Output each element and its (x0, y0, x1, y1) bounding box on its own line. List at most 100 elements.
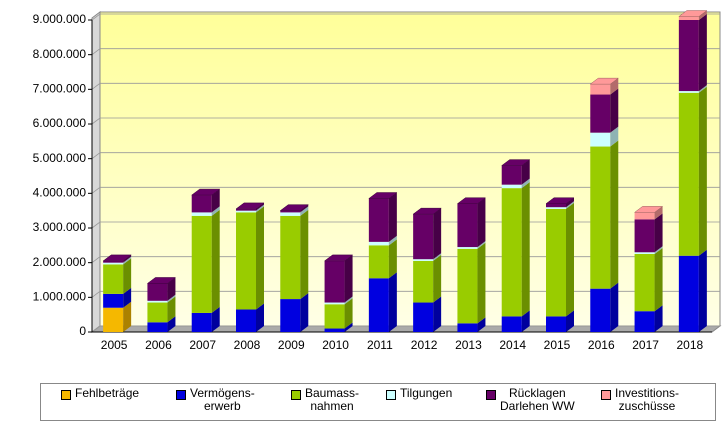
bar-segment (236, 303, 264, 332)
bar-face (634, 212, 655, 220)
bar-segment (678, 86, 707, 256)
bar-segment (236, 206, 264, 310)
bar-face (300, 293, 309, 332)
bar-face (698, 85, 707, 93)
legend-item: Rücklagen Darlehen WW (486, 387, 575, 413)
bar-face (634, 252, 655, 254)
bar-segment (546, 202, 574, 317)
bar-segment (368, 192, 397, 242)
bar-face (368, 198, 389, 242)
bar-face (368, 241, 389, 246)
x-tick-label: 2014 (499, 338, 526, 352)
y-tick-label: 5.000.000 (33, 151, 87, 165)
bar-face (501, 188, 522, 317)
bar-segment (280, 204, 309, 213)
bar-face (634, 254, 655, 312)
bar-segment (280, 209, 309, 300)
y-tick-label: 0 (79, 324, 86, 338)
x-tick-label: 2018 (677, 338, 704, 352)
bar-segment (236, 204, 264, 213)
bar-face (457, 247, 478, 249)
grid-line (91, 117, 720, 125)
bar-face (678, 255, 699, 332)
x-tick-label: 2005 (101, 338, 128, 352)
bar-face (698, 14, 707, 92)
bar-face (211, 306, 220, 332)
bar-face (344, 254, 353, 303)
bar-face (590, 94, 611, 133)
bar-face (236, 212, 256, 310)
bar-face (256, 204, 264, 213)
bar-top (102, 254, 132, 262)
bar-segment (236, 202, 264, 211)
x-tick-label: 2011 (367, 338, 393, 352)
bar-face (546, 208, 566, 317)
bar-face (654, 248, 663, 312)
bar-face (590, 84, 611, 95)
bar-face (477, 242, 486, 324)
bar-face (256, 202, 264, 211)
bar-segment (590, 282, 619, 332)
bar-face (123, 287, 132, 308)
bar-top (146, 277, 177, 284)
floor (90, 325, 722, 333)
x-tick-label: 2013 (455, 338, 482, 352)
bar-top (500, 159, 531, 166)
bar-face (147, 322, 168, 332)
bar-face (280, 215, 301, 300)
bar-face (344, 322, 353, 332)
legend-label: Vermögens- erwerb (190, 386, 255, 413)
bar-face (324, 304, 345, 329)
bar-segment (280, 293, 309, 332)
bar-face (610, 140, 619, 289)
bar-face (433, 254, 442, 303)
bar-segment (634, 305, 663, 332)
side-wall (91, 11, 101, 333)
bar-face (678, 16, 699, 20)
bar-face (191, 215, 212, 313)
bar-segment (324, 322, 353, 332)
x-tick-label: 2008 (234, 338, 261, 352)
bar-face (654, 206, 663, 220)
bar-face (103, 264, 124, 294)
bar-segment (501, 178, 530, 189)
bar-segment (634, 206, 663, 220)
y-tick-label: 9.000.000 (33, 12, 87, 26)
x-tick-label: 2010 (322, 338, 349, 352)
bar-face (388, 235, 397, 246)
grid-line (91, 152, 720, 159)
bar-face (501, 316, 522, 332)
bar-face (167, 277, 176, 301)
bar-segment (634, 248, 663, 312)
bar-segment (678, 10, 707, 20)
bar-face (368, 278, 389, 332)
bar-segment (191, 189, 220, 213)
bar-segment (457, 317, 486, 332)
bar-face (698, 10, 707, 20)
bar-face (698, 249, 707, 332)
bar-face (147, 302, 168, 323)
y-tick-label: 1.000.000 (33, 290, 87, 304)
x-tick-label: 2009 (278, 338, 305, 352)
bar-face (211, 209, 220, 313)
bar-face (103, 260, 124, 263)
y-tick-label: 7.000.000 (33, 82, 87, 96)
bar-face (147, 300, 168, 303)
bar-face (211, 189, 220, 213)
bar-face (546, 203, 566, 208)
bar-face (344, 296, 353, 305)
bar-face (678, 20, 699, 92)
bar-segment (678, 85, 707, 93)
bar-face (521, 178, 530, 189)
bar-segment (501, 159, 530, 185)
bar-face (433, 296, 442, 332)
bar-face (300, 209, 309, 300)
bar-face (388, 239, 397, 279)
legend-item: Investitions- zuschüsse (601, 387, 679, 413)
bar-face (457, 203, 478, 248)
bar-face (457, 248, 478, 324)
legend-swatch (601, 390, 611, 400)
bar-segment (368, 239, 397, 279)
bar-top (368, 192, 398, 199)
bar-segment (590, 78, 619, 95)
